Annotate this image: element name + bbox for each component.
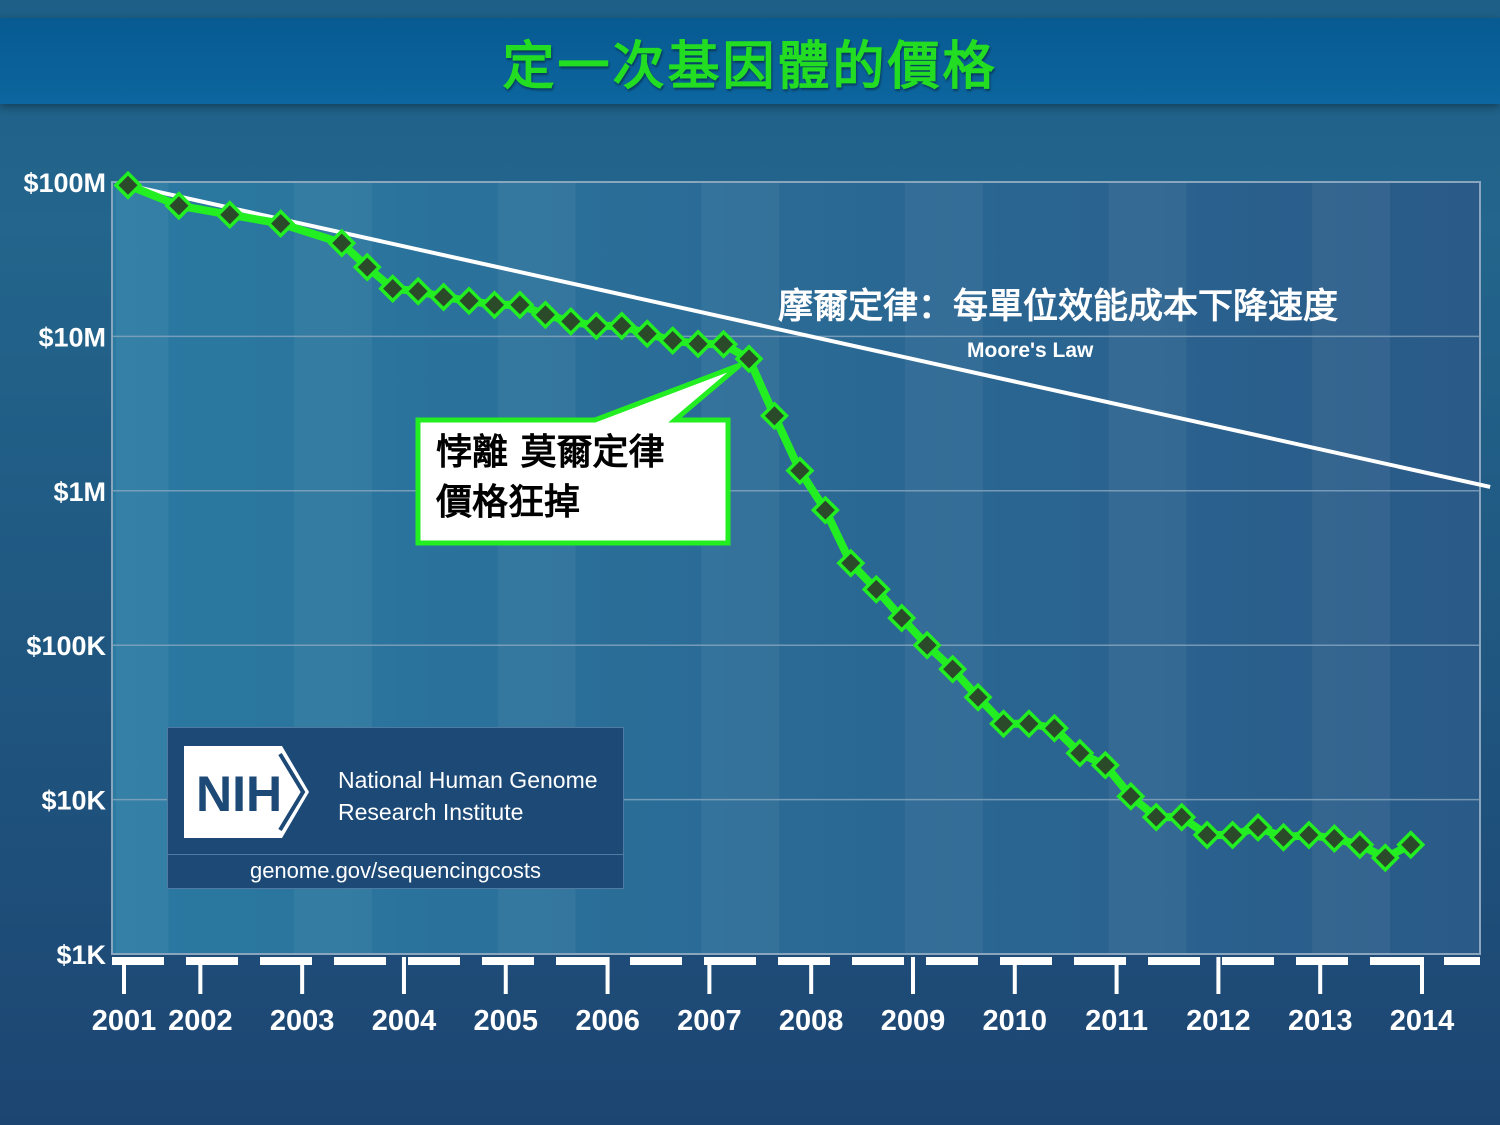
cost-point bbox=[1370, 843, 1400, 873]
nih-panel: NIH National Human Genome Research Insti… bbox=[167, 727, 624, 889]
y-tick-label: $10M bbox=[38, 322, 106, 352]
year-band bbox=[116, 183, 169, 953]
y-tick-label: $1K bbox=[56, 940, 106, 970]
cost-point bbox=[861, 574, 891, 604]
x-tick-label: 2007 bbox=[677, 1005, 742, 1037]
cost-point bbox=[836, 548, 866, 578]
y-axis: $100M $10M $1M $100K $10K $1K bbox=[23, 168, 106, 970]
cost-point bbox=[709, 329, 739, 359]
cost-point bbox=[215, 200, 245, 230]
x-tick-label: 2008 bbox=[779, 1005, 844, 1037]
callout-bubble bbox=[415, 362, 742, 546]
cost-point bbox=[1141, 802, 1171, 832]
nih-org-name: National Human Genome Research Institute bbox=[338, 764, 598, 828]
cost-point bbox=[1014, 709, 1044, 739]
x-tick-label: 2001 bbox=[92, 1005, 157, 1037]
x-tick-label: 2009 bbox=[881, 1005, 946, 1037]
moores-law-series bbox=[127, 183, 1491, 489]
cost-point bbox=[759, 401, 789, 431]
x-tick-label: 2010 bbox=[983, 1005, 1048, 1037]
cost-point bbox=[556, 306, 586, 336]
cost-point bbox=[632, 319, 662, 349]
x-tick-label: 2012 bbox=[1186, 1005, 1251, 1037]
cost-point bbox=[164, 191, 194, 221]
cost-point bbox=[1269, 822, 1298, 852]
x-tick-label: 2005 bbox=[474, 1005, 539, 1037]
nih-url: genome.gov/sequencingcosts bbox=[249, 858, 542, 883]
cost-point bbox=[607, 311, 637, 341]
title-bar: 定一次基因體的價格 bbox=[0, 18, 1500, 104]
cost-point bbox=[887, 603, 917, 633]
cost-point bbox=[480, 290, 509, 320]
y-tick-label: $100M bbox=[23, 168, 106, 198]
cost-point bbox=[683, 329, 713, 359]
nih-org-line-2: Research Institute bbox=[338, 799, 524, 825]
x-tick-label: 2013 bbox=[1288, 1005, 1353, 1037]
y-tick-label: $10K bbox=[41, 786, 106, 816]
x-tick-label: 2004 bbox=[372, 1005, 437, 1037]
cost-point bbox=[938, 654, 968, 684]
x-tick-label: 2003 bbox=[270, 1005, 335, 1037]
callout-text: 悖離 莫爾定律 價格狂掉 bbox=[436, 428, 665, 528]
cost-point bbox=[734, 344, 764, 374]
cost-point bbox=[1319, 824, 1349, 853]
cost-point bbox=[1192, 820, 1222, 850]
x-tick-label: 2002 bbox=[168, 1005, 233, 1037]
cost-point bbox=[989, 709, 1018, 739]
moores-law-line bbox=[127, 183, 1491, 489]
cost-point bbox=[963, 682, 993, 712]
moore-en-label: Moore's Law bbox=[967, 339, 1094, 362]
cost-point bbox=[352, 252, 382, 282]
cost-point bbox=[113, 170, 143, 200]
cost-point bbox=[403, 276, 433, 306]
y-tick-label: $1M bbox=[53, 477, 106, 507]
cost-point bbox=[1345, 830, 1375, 860]
cost-point bbox=[1167, 802, 1197, 832]
cost-point bbox=[581, 311, 611, 341]
cost-point bbox=[1396, 830, 1426, 860]
cost-point bbox=[378, 274, 408, 304]
cost-point bbox=[658, 326, 688, 356]
cost-point bbox=[530, 300, 560, 330]
x-tick-label: 2014 bbox=[1390, 1005, 1455, 1037]
nih-logo: NIH bbox=[184, 746, 309, 838]
cost-point bbox=[785, 456, 815, 486]
cost-point bbox=[266, 209, 296, 239]
cost-point bbox=[505, 290, 535, 320]
callout-line-1: 悖離 莫爾定律 bbox=[436, 432, 665, 473]
cost-point bbox=[1116, 781, 1146, 811]
page-title: 定一次基因體的價格 bbox=[502, 36, 998, 97]
y-tick-label: $100K bbox=[26, 631, 106, 661]
cost-point bbox=[912, 630, 942, 660]
nih-org-line-1: National Human Genome bbox=[338, 767, 598, 793]
cost-point bbox=[810, 495, 840, 525]
nih-logo-text: NIH bbox=[196, 766, 282, 822]
year-band bbox=[1312, 183, 1391, 953]
cost-series bbox=[113, 170, 1426, 873]
year-band bbox=[701, 183, 780, 953]
nih-divider bbox=[168, 854, 623, 855]
cost-point bbox=[1039, 713, 1069, 743]
cost-point bbox=[1065, 738, 1095, 768]
cost-point bbox=[429, 282, 459, 312]
x-axis: 2001 2002 2003 2004 2005 2006 2007 2008 2009 2010… bbox=[92, 957, 1480, 1037]
cost-point bbox=[1294, 820, 1324, 850]
x-tick-label: 2006 bbox=[575, 1005, 640, 1037]
cost-point bbox=[1218, 820, 1248, 850]
cost-point bbox=[454, 286, 484, 316]
year-band bbox=[1108, 183, 1187, 953]
moore-cn-label: 摩爾定律：每單位效能成本下降速度 bbox=[778, 287, 1338, 327]
cost-point bbox=[327, 228, 357, 258]
year-band bbox=[904, 183, 983, 953]
x-tick-label: 2011 bbox=[1085, 1005, 1148, 1037]
cost-point bbox=[1243, 812, 1273, 842]
callout-line-2: 價格狂掉 bbox=[436, 482, 581, 523]
cost-point bbox=[1090, 750, 1120, 780]
